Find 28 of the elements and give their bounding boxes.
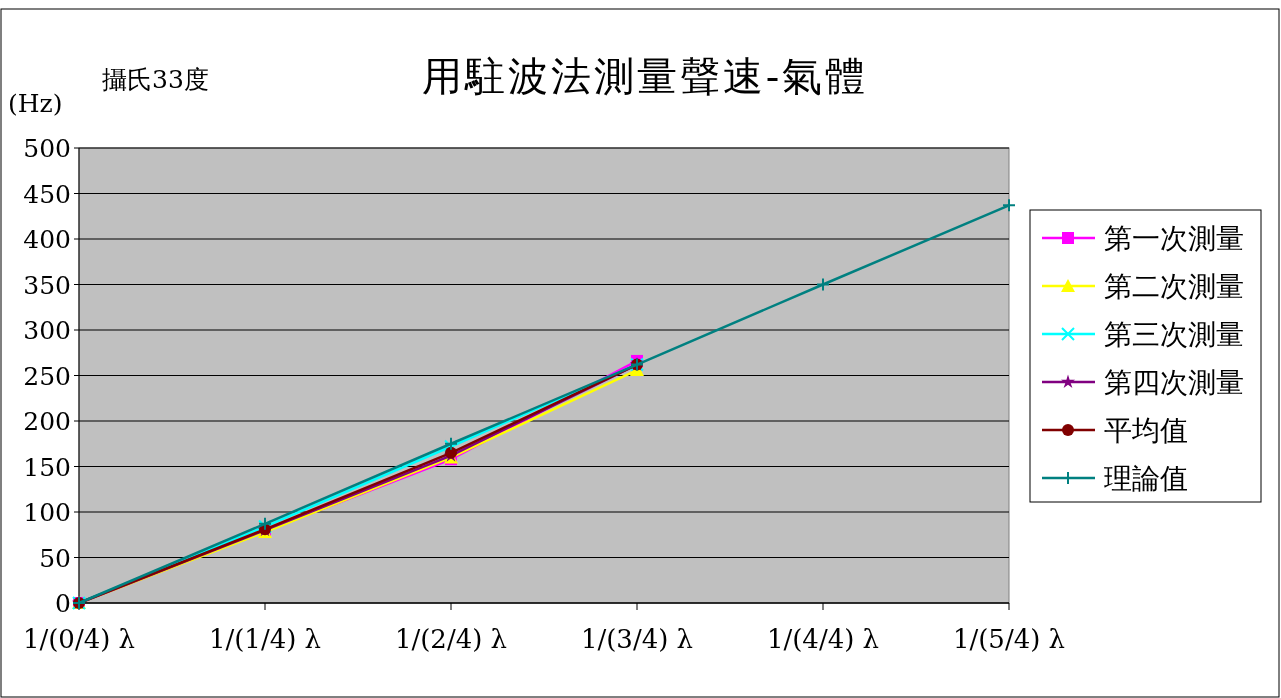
y-tick-label: 500: [23, 134, 71, 163]
y-tick-label: 400: [23, 225, 71, 254]
legend-label: 第四次測量: [1104, 366, 1244, 399]
chart-title: 用駐波法測量聲速-氣體: [421, 53, 869, 99]
legend-label: 平均值: [1104, 414, 1188, 447]
y-tick-label: 0: [55, 589, 71, 618]
y-tick-label: 350: [23, 270, 71, 300]
legend-label: 第三次測量: [1104, 318, 1244, 351]
x-tick-label: 1/(0/4) λ: [22, 624, 136, 654]
y-tick-label: 250: [23, 361, 71, 391]
y-tick-label: 200: [23, 407, 71, 436]
point: [1002, 198, 1016, 213]
x-tick-label: 1/(1/4) λ: [208, 624, 322, 654]
text: 攝氏33度: [102, 65, 209, 94]
x-tick-label: 1/(2/4) λ: [394, 624, 508, 654]
legend-label: 第二次測量: [1104, 270, 1244, 303]
x-tick-label: 1/(3/4) λ: [580, 624, 694, 654]
y-tick-label: 50: [39, 543, 71, 573]
legend-label: 理論值: [1104, 462, 1188, 495]
x-tick-label: 1/(5/4) λ: [952, 624, 1066, 654]
x-tick-label: 1/(4/4) λ: [766, 624, 880, 654]
point: [816, 277, 830, 292]
y-tick-label: 150: [23, 452, 71, 482]
y-tick-label: 100: [23, 498, 71, 527]
y-axis-title: (Hz): [8, 89, 63, 118]
y-tick-label: 450: [23, 179, 71, 209]
legend-label: 第一次測量: [1104, 222, 1244, 255]
y-tick-label: 300: [23, 316, 71, 345]
